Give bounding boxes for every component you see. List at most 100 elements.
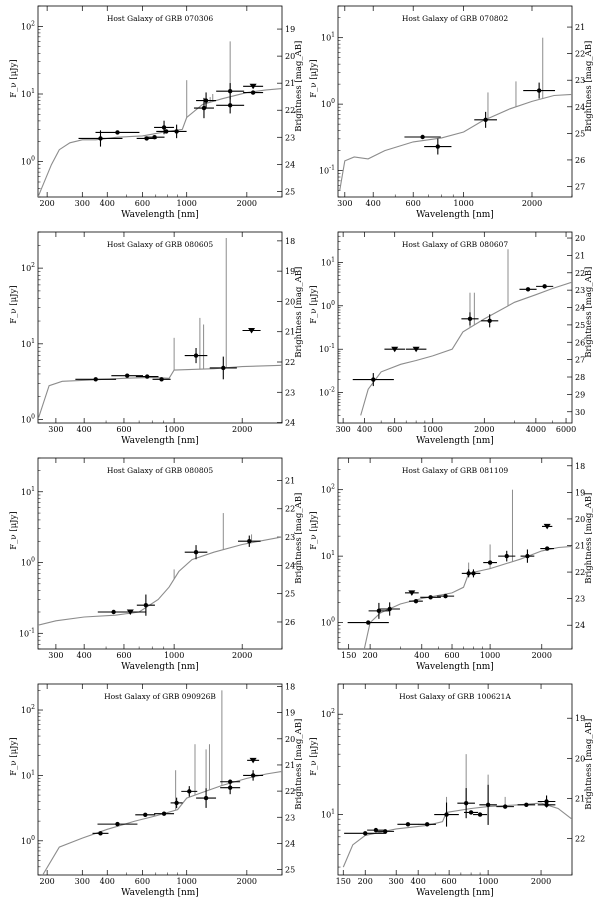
data-point xyxy=(471,571,476,576)
data-point xyxy=(467,316,473,322)
mag-tick-label: 22 xyxy=(575,568,585,577)
data-point xyxy=(115,130,120,135)
upper-limit-point xyxy=(391,346,399,353)
x-axis-label: Wavelength [nm] xyxy=(121,662,199,672)
data-point xyxy=(144,374,150,379)
chart-title: Host Galaxy of GRB 070802 xyxy=(402,14,509,23)
x-tick-label: 400 xyxy=(100,199,115,208)
upper-limit-point xyxy=(412,346,420,353)
y-tick-label: 101 xyxy=(21,338,35,349)
y-tick-label: 10-1 xyxy=(319,165,335,176)
chart-title: Host Galaxy of GRB 080607 xyxy=(402,240,509,249)
chart-title: Host Galaxy of GRB 080805 xyxy=(107,466,214,475)
y-tick-label: 10-1 xyxy=(319,343,335,354)
y2-axis-label: Brightness [mag_AB] xyxy=(584,493,594,584)
data-point xyxy=(227,103,233,108)
mag-tick-label: 22 xyxy=(285,358,295,367)
mag-tick-label: 24 xyxy=(575,304,585,313)
data-point xyxy=(363,831,368,836)
chart-panel-7: 200 300 400 600 1000 2000 100 101 102 18 19 20 21 22 2… xyxy=(9,682,304,898)
data-point xyxy=(487,560,493,565)
data-point xyxy=(227,785,233,790)
plot-area xyxy=(38,237,282,420)
mag-tick-label: 24 xyxy=(575,621,585,630)
y-axis-label: F_ν [μJy] xyxy=(309,285,319,323)
data-point xyxy=(203,98,209,103)
plot-frame xyxy=(37,231,283,424)
data-point xyxy=(502,804,508,809)
x-axis-label: Wavelength [nm] xyxy=(121,888,199,898)
plot-area xyxy=(38,513,282,626)
mag-tick-label: 24 xyxy=(285,839,295,848)
mag-tick-label: 24 xyxy=(285,160,295,169)
mag-tick-label: 25 xyxy=(285,187,295,196)
mag-tick-label: 25 xyxy=(575,129,585,138)
mag-tick-label: 21 xyxy=(575,251,585,260)
mag-tick-label: 26 xyxy=(575,156,585,165)
x-tick-label: 600 xyxy=(387,425,402,434)
data-point xyxy=(193,353,199,358)
data-point xyxy=(227,88,233,94)
mag-tick-label: 29 xyxy=(575,390,585,399)
x-tick-label: 400 xyxy=(77,651,92,660)
data-point xyxy=(424,822,430,827)
y-tick-label: 100 xyxy=(21,156,35,167)
mag-tick-label: 26 xyxy=(575,338,585,347)
chart-title: Host Galaxy of GRB 080605 xyxy=(107,240,214,249)
chart-panel-5: 300 400 600 1000 2000 10-1 100 101 21 22 23 24 25 26 W… xyxy=(9,457,304,672)
x-tick-label: 400 xyxy=(357,425,372,434)
data-point xyxy=(544,799,549,804)
mag-tick-label: 27 xyxy=(575,183,585,192)
model-spectrum xyxy=(42,770,282,875)
y-tick-label: 10-2 xyxy=(319,387,335,398)
data-point xyxy=(444,812,449,817)
data-point xyxy=(405,822,411,827)
y-tick-label: 101 xyxy=(321,256,335,267)
y-tick-label: 100 xyxy=(21,557,35,568)
mag-tick-label: 19 xyxy=(575,488,585,497)
y-tick-label: 102 xyxy=(21,704,35,715)
y-tick-label: 100 xyxy=(321,98,335,109)
x-tick-label: 2000 xyxy=(232,425,252,434)
data-point xyxy=(542,284,547,289)
x-tick-label: 2000 xyxy=(532,651,552,660)
data-point xyxy=(376,608,382,614)
data-point xyxy=(525,553,530,559)
x-tick-label: 1000 xyxy=(177,199,197,208)
data-point xyxy=(504,553,509,559)
data-point xyxy=(536,88,542,93)
x-tick-label: 2000 xyxy=(232,651,252,660)
upper-limit-point xyxy=(408,590,416,596)
x-tick-label: 200 xyxy=(39,877,54,886)
data-point xyxy=(525,287,531,292)
x-tick-label: 400 xyxy=(414,651,429,660)
x-tick-label: 4000 xyxy=(526,425,546,434)
y-axis-label: F_ν [μJy] xyxy=(309,59,319,97)
mag-tick-label: 25 xyxy=(285,866,295,875)
mag-tick-label: 22 xyxy=(575,835,585,844)
plot-area xyxy=(42,690,282,875)
y-tick-label: 101 xyxy=(21,486,35,497)
mag-tick-label: 21 xyxy=(285,761,295,770)
data-point xyxy=(174,800,179,806)
mag-tick-label: 26 xyxy=(285,618,295,627)
data-point xyxy=(250,773,256,778)
x-tick-label: 2000 xyxy=(474,425,494,434)
plot-frame xyxy=(37,457,283,650)
x-tick-label: 300 xyxy=(335,425,350,434)
data-point xyxy=(435,144,441,149)
data-point xyxy=(443,593,448,599)
x-tick-label: 300 xyxy=(389,877,404,886)
y-axis-label: F_ν [μJy] xyxy=(9,285,19,323)
y-tick-label: 102 xyxy=(21,262,35,273)
x-axis-label: Wavelength [nm] xyxy=(121,436,199,446)
y2-axis-label: Brightness [mag_AB] xyxy=(294,267,304,358)
data-point xyxy=(487,318,492,324)
x-tick-label: 600 xyxy=(444,651,459,660)
data-point xyxy=(111,609,116,615)
y-tick-label: 101 xyxy=(321,550,335,561)
mag-tick-label: 19 xyxy=(285,267,295,276)
chart-title: Host Galaxy of GRB 070306 xyxy=(107,14,214,23)
plot-area xyxy=(347,489,572,649)
